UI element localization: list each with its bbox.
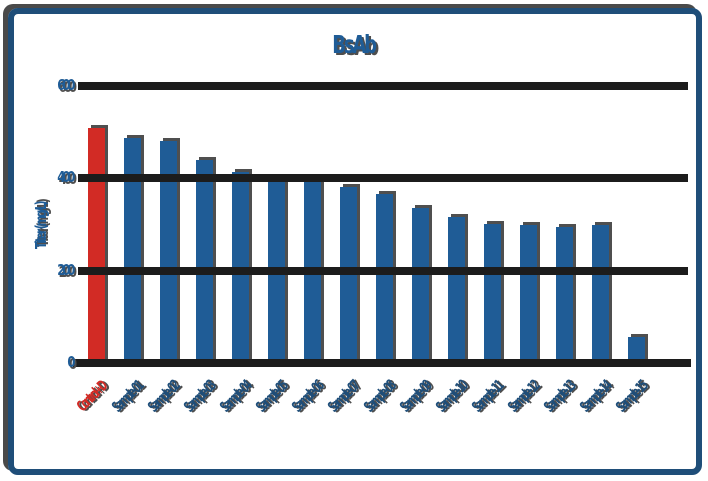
bar-Sample-01 (123, 138, 141, 365)
x-tick-text: Sample-15 (612, 377, 651, 416)
bar-Sample-11 (483, 224, 501, 365)
y-tick-label-200: 200 (28, 260, 75, 279)
bar-Sample-10 (447, 217, 465, 365)
bar-Sample-03 (195, 159, 213, 365)
bar-Sample-12 (519, 224, 537, 365)
y-tick-text: 0 (66, 353, 75, 371)
bar-Sample-14 (591, 224, 609, 365)
bar-Sample-15 (627, 337, 645, 365)
gridline-200 (78, 266, 688, 275)
y-tick-text: 200 (56, 260, 75, 279)
bar-Sample-08 (375, 194, 393, 365)
gridline-600 (78, 82, 688, 90)
y-axis-title-text: Titer (mg/L) (32, 202, 50, 250)
x-axis-line (73, 359, 691, 367)
bar-Sample-09 (411, 207, 429, 365)
bar-highlight-Control+D (87, 127, 105, 365)
gridline-400 (78, 174, 688, 183)
chart-title-text: BsAb (332, 30, 378, 59)
y-tick-label-400: 400 (28, 168, 75, 187)
y-tick-text: 600 (56, 76, 75, 94)
bar-Sample-07 (339, 187, 357, 365)
y-tick-text: 400 (56, 168, 75, 187)
chart-title: BsAb (0, 30, 708, 59)
y-tick-label-0: 0 (28, 353, 75, 371)
bar-Sample-02 (159, 140, 177, 365)
y-tick-label-600: 600 (28, 76, 75, 94)
bar-Sample-13 (555, 226, 573, 365)
